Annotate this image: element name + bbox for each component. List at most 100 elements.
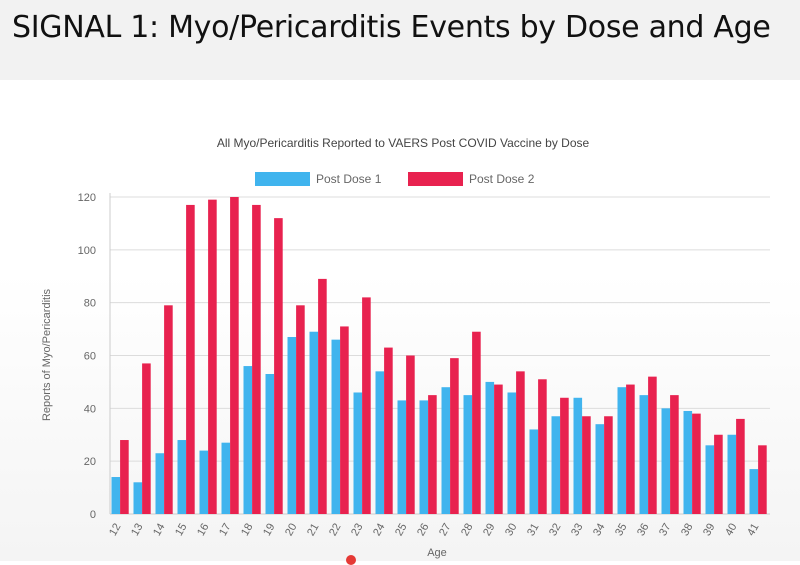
x-tick-label: 19 bbox=[261, 522, 278, 539]
x-tick-label: 36 bbox=[635, 522, 652, 539]
bar-dose1-age-13 bbox=[133, 482, 143, 514]
x-tick-label: 25 bbox=[393, 522, 410, 539]
x-tick-label: 30 bbox=[503, 522, 520, 539]
slide-title: SIGNAL 1: Myo/Pericarditis Events by Dos… bbox=[12, 10, 771, 45]
bar-dose1-age-38 bbox=[683, 410, 693, 514]
x-tick-label: 35 bbox=[613, 522, 630, 539]
bar-dose1-age-40 bbox=[727, 434, 737, 514]
y-axis-label: Reports of Myo/Pericarditis bbox=[41, 288, 53, 421]
x-tick-label: 38 bbox=[679, 522, 696, 539]
bar-dose2-age-15 bbox=[186, 204, 195, 515]
bar-dose2-age-41 bbox=[758, 445, 767, 514]
x-tick-label: 41 bbox=[745, 522, 762, 539]
x-tick-label: 14 bbox=[151, 522, 168, 539]
recording-indicator-icon bbox=[346, 555, 356, 565]
bar-dose1-age-36 bbox=[639, 395, 649, 514]
bar-dose1-age-21 bbox=[309, 331, 319, 514]
bar-dose1-age-18 bbox=[243, 366, 253, 514]
x-tick-label: 27 bbox=[437, 522, 454, 539]
x-tick-label: 39 bbox=[701, 522, 718, 539]
x-axis-label: Age bbox=[427, 547, 447, 559]
bar-dose1-age-30 bbox=[507, 392, 517, 514]
bar-dose2-age-23 bbox=[362, 297, 371, 514]
x-tick-label: 23 bbox=[349, 522, 366, 539]
bar-dose2-age-26 bbox=[428, 395, 437, 514]
bar-dose2-age-37 bbox=[670, 395, 679, 514]
bar-dose2-age-27 bbox=[450, 358, 459, 514]
bar-dose2-age-38 bbox=[692, 413, 701, 514]
x-tick-label: 16 bbox=[195, 522, 212, 539]
x-tick-label: 34 bbox=[591, 522, 608, 539]
y-tick-label: 80 bbox=[84, 298, 96, 310]
bar-dose1-age-23 bbox=[353, 392, 363, 514]
legend-label-dose2: Post Dose 2 bbox=[469, 172, 535, 186]
x-tick-label: 37 bbox=[657, 522, 674, 539]
x-tick-label: 40 bbox=[723, 522, 740, 539]
bar-dose1-age-25 bbox=[397, 400, 407, 514]
x-tick-label: 12 bbox=[107, 522, 124, 539]
x-tick-label: 20 bbox=[283, 522, 300, 539]
y-tick-label: 40 bbox=[84, 403, 96, 415]
x-tick-label: 13 bbox=[129, 522, 146, 539]
x-tick-label: 29 bbox=[481, 522, 498, 539]
bar-dose2-age-30 bbox=[516, 371, 525, 514]
x-tick-label: 32 bbox=[547, 522, 564, 539]
bar-dose2-age-34 bbox=[604, 416, 613, 514]
bar-dose1-age-12 bbox=[111, 477, 121, 514]
chart-area: All Myo/Pericarditis Reported to VAERS P… bbox=[0, 80, 800, 561]
bar-dose2-age-32 bbox=[560, 397, 569, 514]
x-tick-label: 24 bbox=[371, 522, 388, 539]
bar-dose1-age-28 bbox=[463, 395, 473, 514]
bar-dose2-age-28 bbox=[472, 331, 481, 514]
bar-dose1-age-33 bbox=[573, 397, 583, 514]
bar-dose1-age-16 bbox=[199, 450, 209, 514]
bar-dose1-age-14 bbox=[155, 453, 165, 514]
slide-header: SIGNAL 1: Myo/Pericarditis Events by Dos… bbox=[0, 0, 800, 81]
y-tick-label: 20 bbox=[84, 456, 96, 468]
bar-dose2-age-31 bbox=[538, 379, 547, 514]
x-tick-label: 31 bbox=[525, 522, 542, 539]
y-tick-label: 100 bbox=[78, 245, 96, 257]
bar-chart: All Myo/Pericarditis Reported to VAERS P… bbox=[41, 136, 770, 559]
bar-dose2-age-12 bbox=[120, 440, 129, 514]
x-tick-label: 21 bbox=[305, 522, 322, 539]
bar-dose2-age-36 bbox=[648, 376, 657, 514]
bar-dose1-age-34 bbox=[595, 424, 605, 514]
y-tick-label: 0 bbox=[90, 509, 96, 521]
y-tick-label: 120 bbox=[78, 192, 96, 204]
bar-dose1-age-41 bbox=[749, 469, 759, 514]
bar-dose2-age-29 bbox=[494, 384, 503, 514]
chart-title: All Myo/Pericarditis Reported to VAERS P… bbox=[217, 136, 590, 150]
bar-dose1-age-31 bbox=[529, 429, 539, 514]
bar-dose2-age-13 bbox=[142, 363, 151, 514]
bar-dose2-age-40 bbox=[736, 418, 745, 514]
bar-dose1-age-35 bbox=[617, 387, 627, 514]
bar-dose1-age-17 bbox=[221, 442, 231, 514]
bar-dose2-age-39 bbox=[714, 434, 723, 514]
bar-dose2-age-20 bbox=[296, 305, 305, 514]
bar-dose2-age-24 bbox=[384, 347, 393, 514]
x-tick-label: 26 bbox=[415, 522, 432, 539]
bar-dose2-age-17 bbox=[230, 197, 239, 514]
bar-dose2-age-25 bbox=[406, 355, 415, 514]
x-tick-label: 33 bbox=[569, 522, 586, 539]
bar-dose1-age-39 bbox=[705, 445, 715, 514]
bar-dose1-age-26 bbox=[419, 400, 429, 514]
bar-dose1-age-27 bbox=[441, 387, 451, 514]
bar-dose1-age-19 bbox=[265, 373, 275, 514]
bar-dose1-age-24 bbox=[375, 371, 385, 514]
bar-dose2-age-19 bbox=[274, 218, 283, 514]
bar-dose1-age-20 bbox=[287, 337, 297, 514]
legend-swatch-dose1 bbox=[255, 172, 310, 186]
x-tick-label: 22 bbox=[327, 522, 344, 539]
bar-dose2-age-22 bbox=[340, 326, 349, 514]
bar-dose2-age-16 bbox=[208, 199, 217, 514]
x-tick-label: 15 bbox=[173, 522, 190, 539]
bar-dose1-age-29 bbox=[485, 381, 495, 514]
legend-label-dose1: Post Dose 1 bbox=[316, 172, 382, 186]
x-tick-label: 18 bbox=[239, 522, 256, 539]
x-tick-label: 28 bbox=[459, 522, 476, 539]
bar-dose2-age-35 bbox=[626, 384, 635, 514]
y-tick-label: 60 bbox=[84, 351, 96, 363]
bar-dose1-age-22 bbox=[331, 339, 341, 514]
